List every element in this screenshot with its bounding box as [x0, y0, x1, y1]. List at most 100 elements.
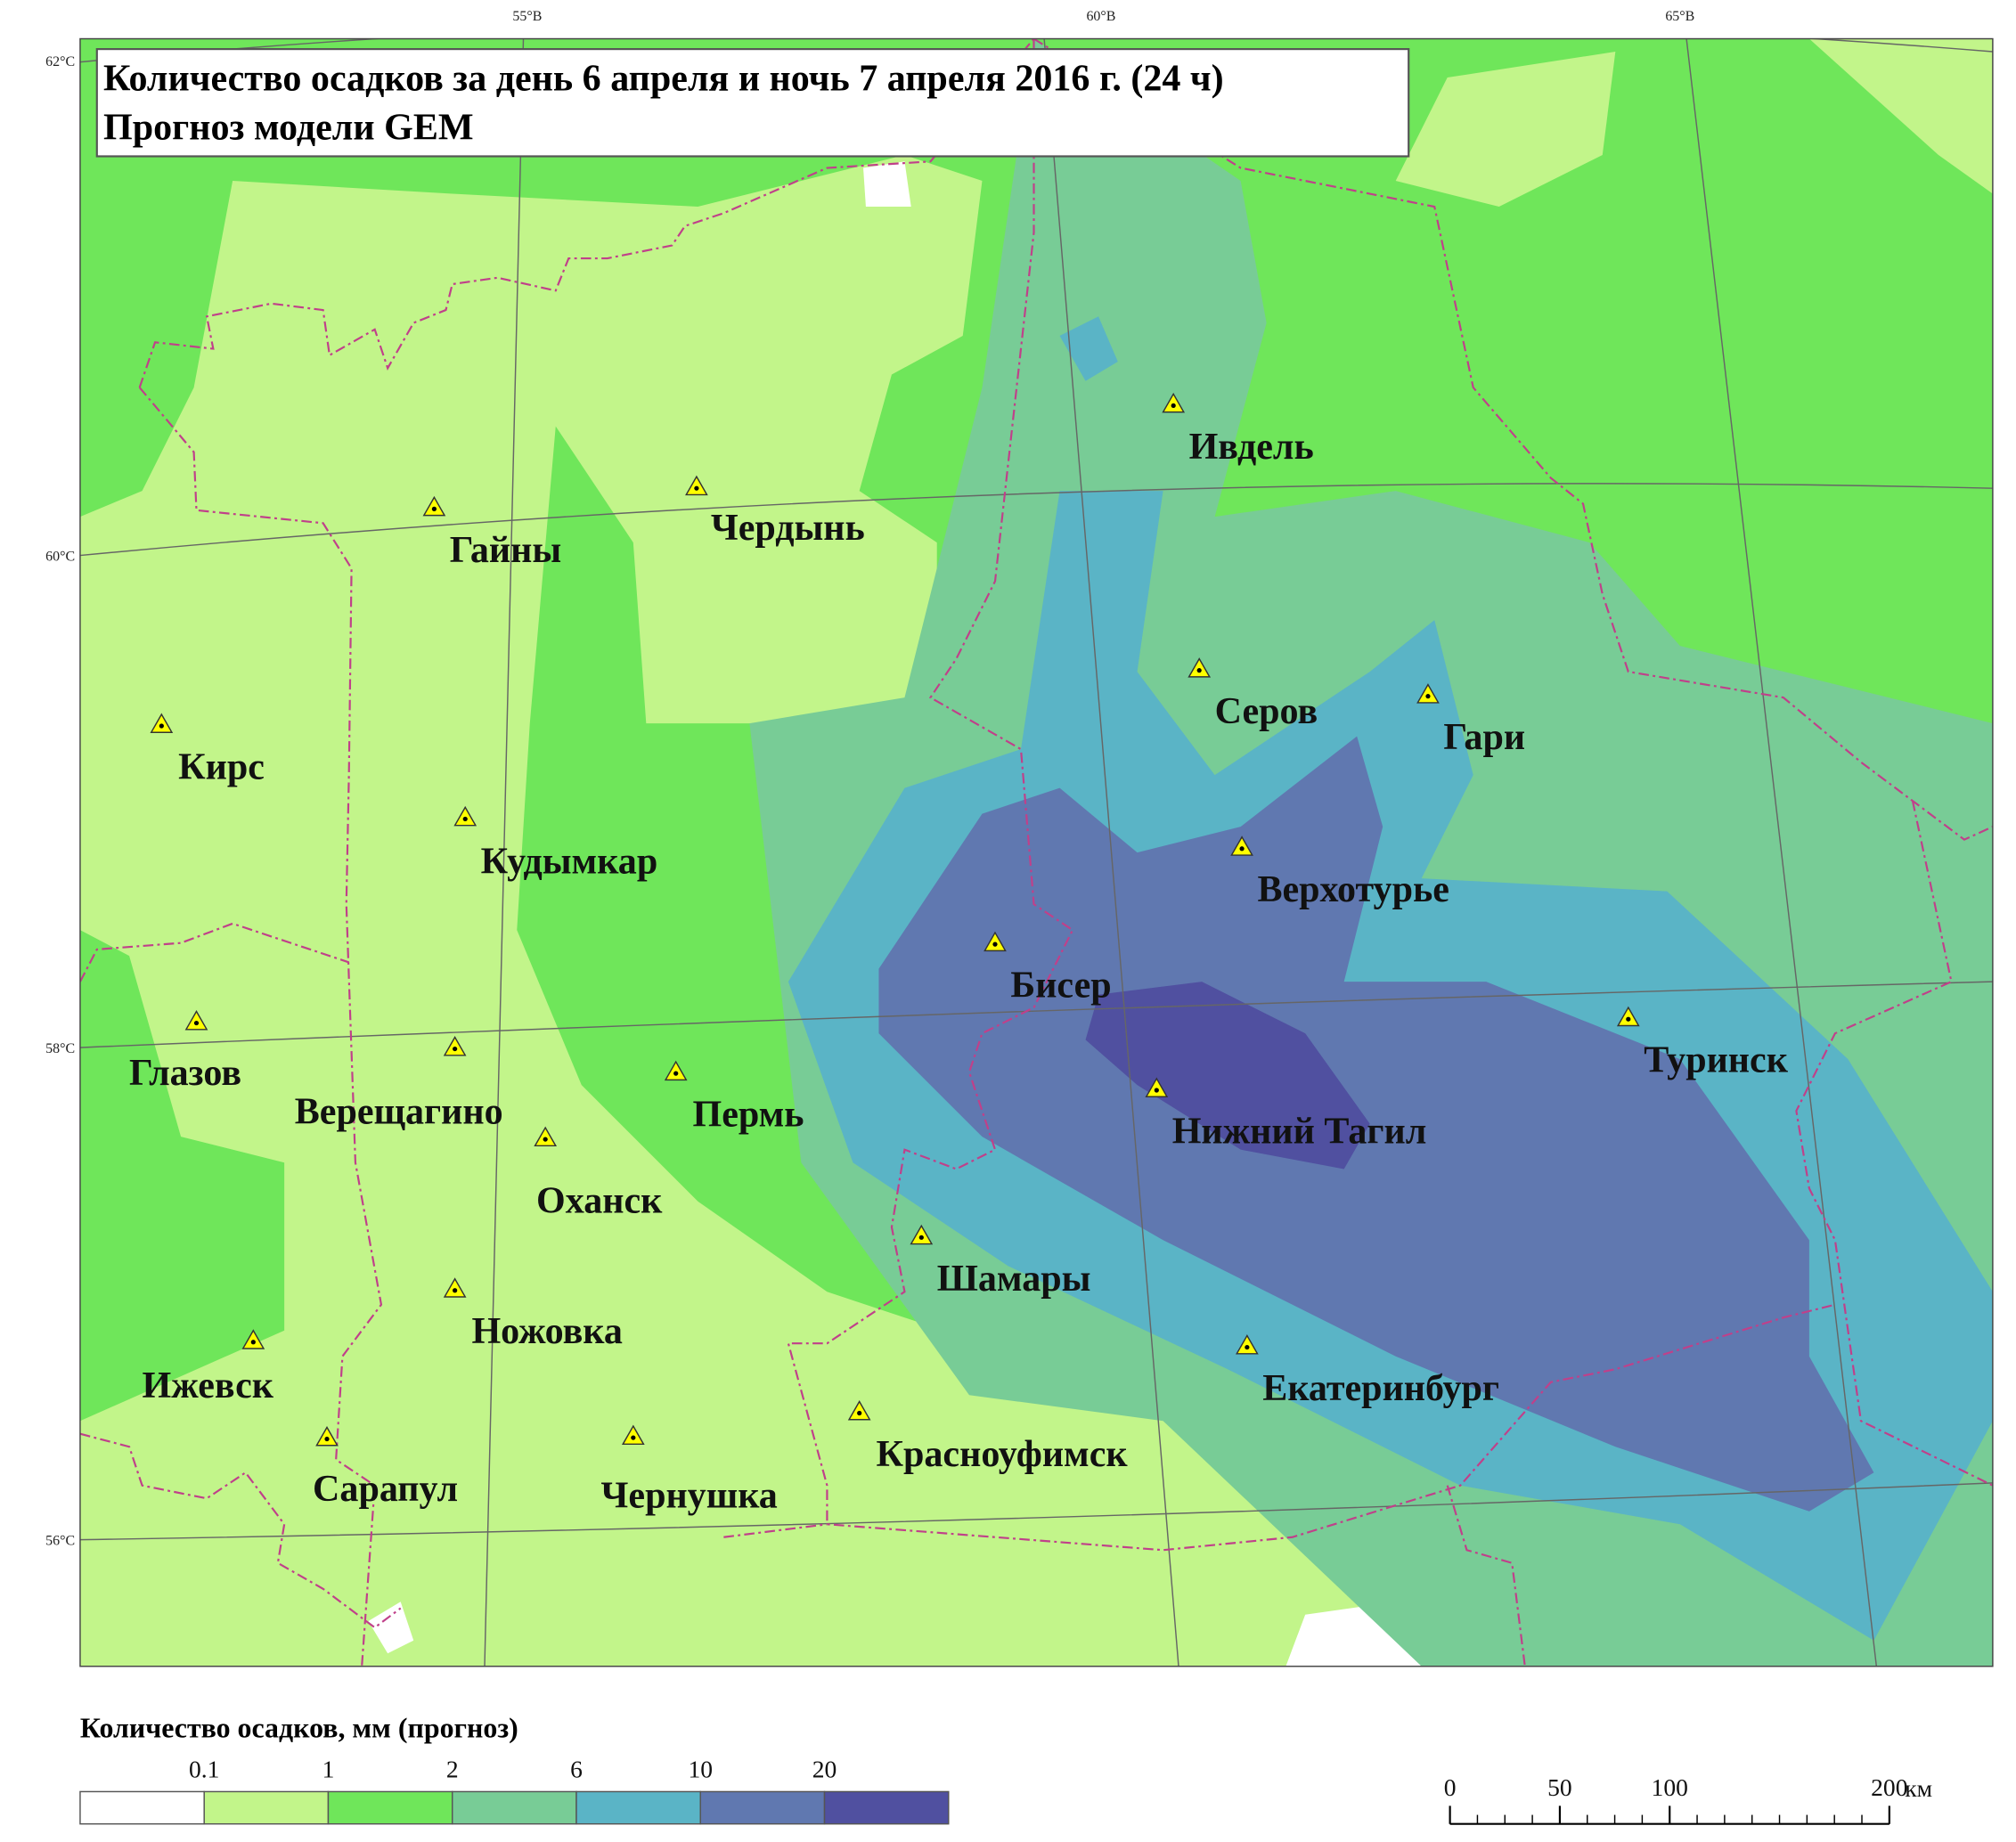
city-label: Ижевск: [143, 1365, 274, 1406]
city-label: Бисер: [1010, 966, 1111, 1007]
city-marker: [184, 1010, 208, 1031]
scale-label: 100: [1652, 1773, 1688, 1801]
city-dot: [193, 1020, 200, 1026]
city-label: Сарапул: [313, 1469, 458, 1510]
longitude-label: 60°В: [1086, 9, 1115, 24]
longitude-label: 55°В: [512, 9, 542, 24]
city-label: Нижний Тагил: [1172, 1111, 1427, 1152]
city-label: Серов: [1215, 691, 1318, 732]
legend-swatch: [699, 1790, 826, 1825]
city-marker: [685, 475, 708, 496]
city-dot: [694, 485, 699, 491]
longitude-label: 65°В: [1665, 9, 1694, 24]
latitude-label: 58°С: [45, 1041, 75, 1056]
legend-break: 2: [446, 1755, 459, 1782]
city-dot: [324, 1436, 330, 1442]
city-marker: [443, 1036, 467, 1056]
city-marker: [664, 1060, 688, 1081]
scale-label: 50: [1547, 1773, 1572, 1801]
city-label: Ивдель: [1189, 427, 1314, 468]
city-label: Шамары: [937, 1259, 1091, 1300]
city-label: Чернушка: [601, 1475, 778, 1516]
map-frame: [79, 37, 1994, 1667]
legend-swatch: [203, 1790, 330, 1825]
city-dot: [918, 1235, 924, 1240]
city-label: Верхотурье: [1257, 869, 1449, 910]
city-marker: [1416, 683, 1440, 704]
legend-swatch: [327, 1790, 453, 1825]
cities: Ивдель Гайны Чердынь Серов Гари Кирс Кудымкар В…: [129, 392, 1789, 1516]
city-dot: [1171, 403, 1176, 408]
scale-label: 0: [1444, 1773, 1457, 1801]
region-borders: [79, 38, 1993, 1667]
city-dot: [453, 1288, 458, 1293]
city-dot: [992, 941, 998, 947]
city-marker: [621, 1424, 645, 1446]
legend-break: 1: [322, 1755, 335, 1782]
latitude-label: 60°С: [45, 549, 75, 564]
legend-swatch: [79, 1790, 205, 1825]
scale-unit: км: [1905, 1774, 1932, 1802]
precip-zone: [878, 736, 1874, 1512]
meridians: [484, 38, 1878, 1667]
city-dot: [1196, 668, 1202, 673]
city-label: Кудымкар: [481, 841, 658, 882]
city-marker: [1145, 1077, 1169, 1097]
graticule: [79, 38, 1993, 1667]
city-dot: [250, 1340, 256, 1345]
city-marker: [315, 1426, 339, 1447]
city-label: Гари: [1443, 717, 1525, 758]
legend-swatch: [823, 1790, 950, 1825]
latitude-label: 62°С: [45, 54, 75, 69]
city-label: Чердынь: [711, 508, 865, 549]
city-dot: [462, 816, 468, 822]
city-dot: [1425, 694, 1431, 699]
precip-zone: [79, 155, 1525, 1667]
city-dot: [1626, 1016, 1631, 1022]
city-marker: [534, 1126, 558, 1147]
city-marker: [1162, 392, 1186, 413]
city-label: Пермь: [693, 1095, 804, 1136]
graticule-labels: 55°В 60°В 65°В 62°С 60°С 58°С 56°С: [45, 9, 1694, 1548]
city-label: Ножовка: [471, 1311, 622, 1352]
city-marker: [453, 805, 477, 827]
city-label: Кирс: [178, 746, 265, 787]
scale-label: 200: [1871, 1773, 1907, 1801]
city-dot: [673, 1071, 679, 1076]
precip-zone: [1085, 982, 1370, 1170]
legend-break: 20: [812, 1755, 837, 1782]
city-marker: [241, 1329, 265, 1349]
city-label: Екатеринбург: [1262, 1368, 1499, 1409]
title-line: Количество осадков за день 6 апреля и но…: [103, 59, 1224, 100]
city-marker: [1236, 1334, 1259, 1355]
legend-break: 6: [570, 1755, 583, 1782]
legend-title: Количество осадков, мм (прогноз): [80, 1713, 518, 1744]
city-dot: [857, 1410, 862, 1416]
city-marker: [443, 1277, 467, 1298]
parallels: [79, 38, 1993, 1541]
legend-swatch: [575, 1790, 701, 1825]
city-label: Глазов: [129, 1053, 241, 1094]
city-dot: [631, 1435, 636, 1440]
legend: 0.1 1 2 6 10 20: [79, 1755, 950, 1825]
city-marker: [984, 931, 1007, 952]
precip-zone: [1808, 38, 1993, 194]
city-label: Туринск: [1644, 1040, 1788, 1081]
city-label: Красноуфимск: [877, 1434, 1129, 1475]
precip-zone: [863, 161, 911, 208]
city-marker: [150, 713, 174, 733]
city-dot: [453, 1046, 458, 1052]
city-label: Гайны: [450, 530, 561, 571]
precip-zone: [1059, 316, 1118, 381]
city-label: Оханск: [536, 1181, 663, 1222]
precip-zone: [1395, 52, 1616, 208]
city-dot: [431, 506, 437, 511]
city-marker: [422, 495, 446, 517]
city-marker: [1188, 657, 1212, 678]
city-dot: [1245, 1344, 1250, 1350]
title-line: Прогноз модели GEM: [103, 108, 474, 149]
legend-break: 10: [688, 1755, 713, 1782]
